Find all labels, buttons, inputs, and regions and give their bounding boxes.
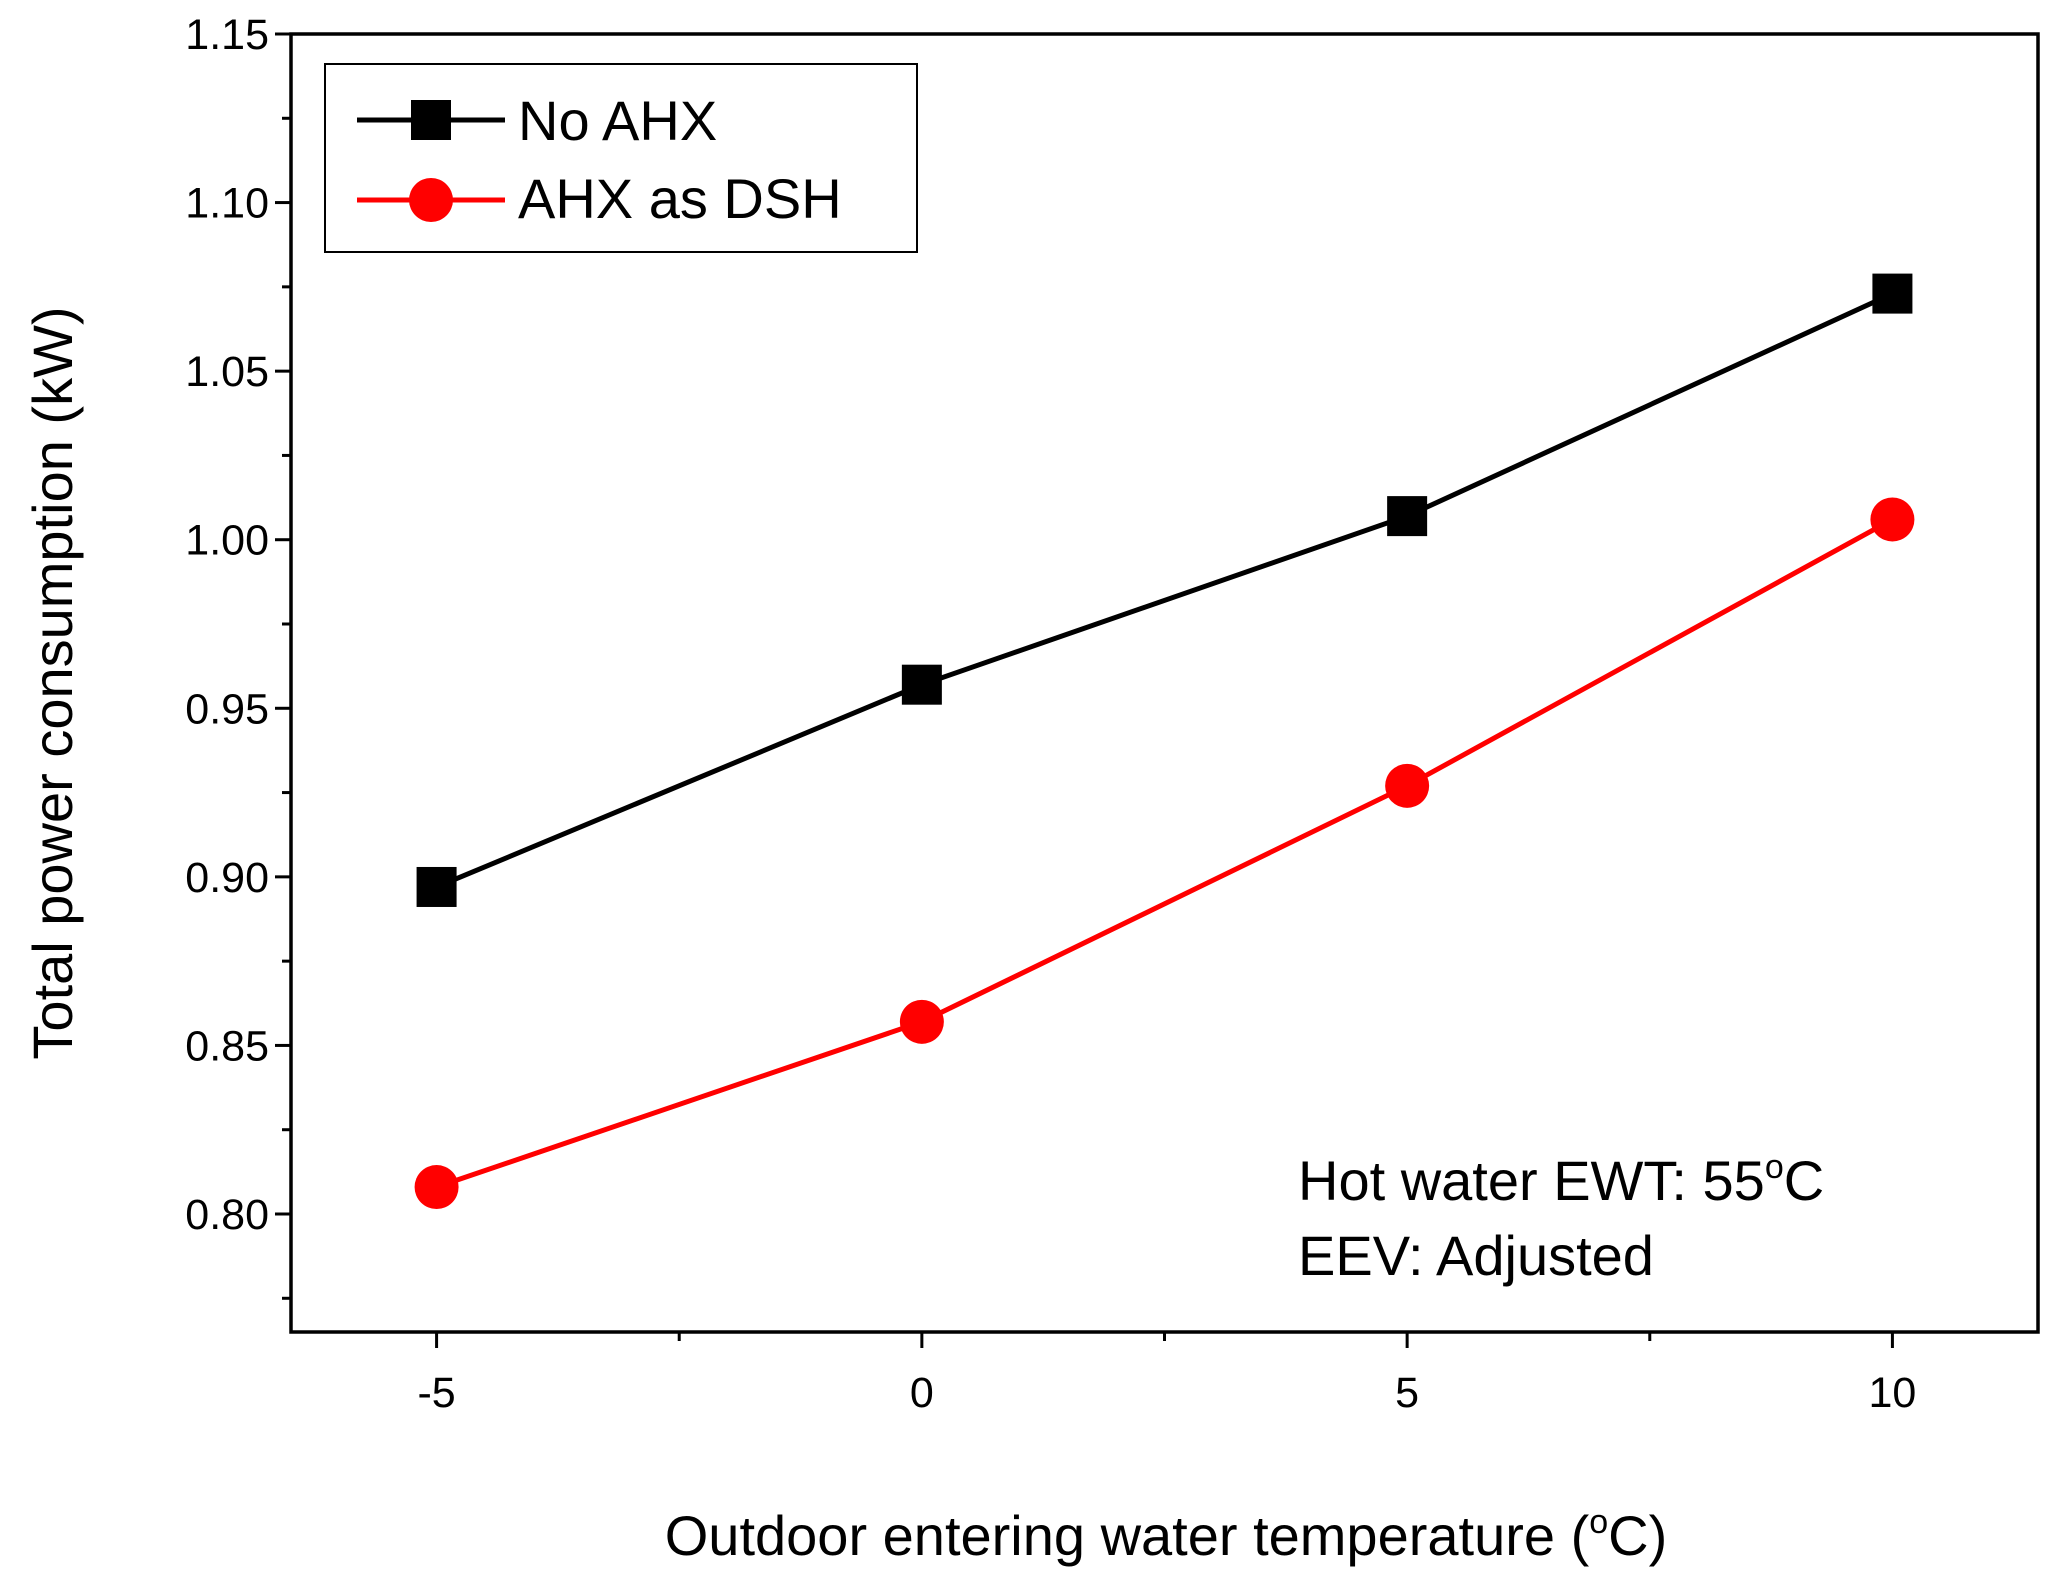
x-axis-title-superscript: o (1589, 1503, 1608, 1541)
y-tick-label: 0.85 (185, 1022, 269, 1070)
legend-label-ahx-as-dsh: AHX as DSH (518, 167, 842, 230)
legend-marker-ahx-as-dsh (409, 178, 453, 222)
annotation-hot-water-ewt-text: Hot water EWT: 55 (1298, 1149, 1765, 1212)
x-tick-label: 0 (910, 1369, 934, 1417)
y-tick-label: 1.15 (185, 11, 269, 59)
y-tick-label: 0.90 (185, 854, 269, 902)
y-tick-label: 1.05 (185, 348, 269, 396)
series-line-ahx-as-dsh (435, 517, 1894, 1190)
legend: No AHX AHX as DSH (324, 63, 918, 253)
annotation-hot-water-ewt-unit: C (1784, 1149, 1824, 1212)
y-tick-label: 0.95 (185, 685, 269, 733)
data-point-no-ahx (1872, 273, 1913, 314)
annotation-hot-water-ewt: Hot water EWT: 55oC (1298, 1148, 1824, 1212)
y-tick-label: 0.80 (185, 1191, 269, 1239)
data-point-no-ahx (1387, 496, 1428, 537)
data-point-ahx-as-dsh (899, 999, 944, 1044)
y-axis-title: Total power consumption (kW) (21, 306, 84, 1059)
y-tick-label: 1.10 (185, 180, 269, 228)
data-point-no-ahx (901, 664, 942, 705)
x-axis-title: Outdoor entering water temperature (oC) (665, 1503, 1667, 1567)
x-axis: -5 0 5 10 (417, 1332, 1916, 1417)
series-layer (414, 273, 1915, 1210)
y-axis: 0.80 0.85 0.90 0.95 1.00 1.05 1.10 1.15 (185, 11, 291, 1300)
annotation-eev: EEV: Adjusted (1298, 1224, 1654, 1287)
data-point-ahx-as-dsh (1385, 763, 1430, 808)
x-tick-label: -5 (417, 1369, 455, 1417)
x-axis-title-unit: C) (1608, 1504, 1667, 1567)
data-point-ahx-as-dsh (1870, 497, 1915, 542)
x-axis-title-text: Outdoor entering water temperature ( (665, 1504, 1590, 1567)
y-tick-label: 1.00 (185, 517, 269, 565)
series-line-no-ahx (435, 291, 1894, 890)
annotation: Hot water EWT: 55oC EEV: Adjusted (1298, 1148, 1824, 1287)
x-tick-label: 5 (1395, 1369, 1419, 1417)
data-point-ahx-as-dsh (414, 1165, 459, 1210)
legend-label-no-ahx: No AHX (518, 89, 717, 152)
x-tick-label: 10 (1868, 1369, 1916, 1417)
data-point-no-ahx (416, 866, 457, 907)
annotation-hot-water-ewt-superscript: o (1765, 1148, 1784, 1186)
legend-marker-no-ahx (411, 100, 451, 140)
